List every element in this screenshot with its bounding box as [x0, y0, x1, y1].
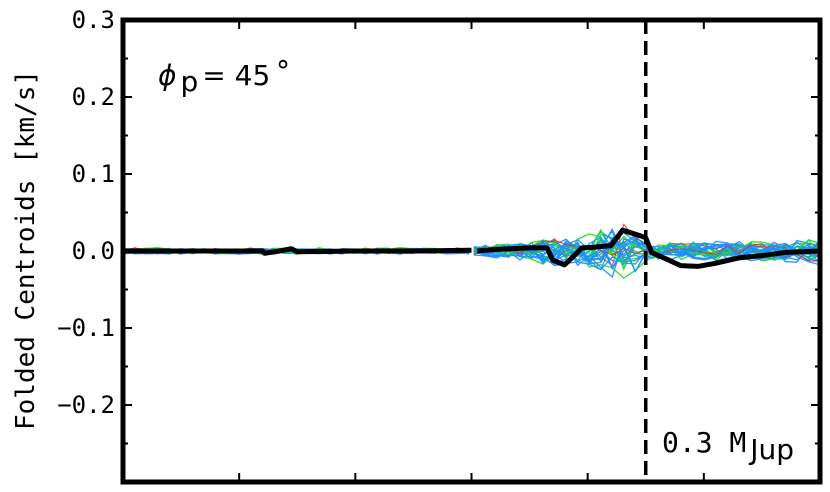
y-tick-label: 0.2 — [72, 83, 115, 111]
y-tick-labels: −0.2 −0.1 0.0 0.1 0.2 0.3 — [57, 6, 115, 419]
mean-line — [123, 227, 821, 269]
y-tick-label: 0.1 — [72, 160, 115, 188]
mass-annotation: 0.3 M Jup — [662, 426, 794, 466]
y-axis-title: Folded Centroids [km/s] — [11, 70, 41, 430]
y-tick-label: −0.2 — [57, 391, 115, 419]
y-ticks — [123, 19, 820, 445]
mean-series-segment — [477, 227, 821, 269]
y-tick-label: 0.3 — [72, 6, 115, 34]
y-tick-label: 0.0 — [72, 237, 115, 265]
x-ticks — [238, 20, 705, 482]
phase-annotation: ϕ p = 45 ∘ — [158, 47, 292, 98]
mean-series-segment — [123, 246, 472, 256]
y-tick-label: −0.1 — [57, 314, 115, 342]
